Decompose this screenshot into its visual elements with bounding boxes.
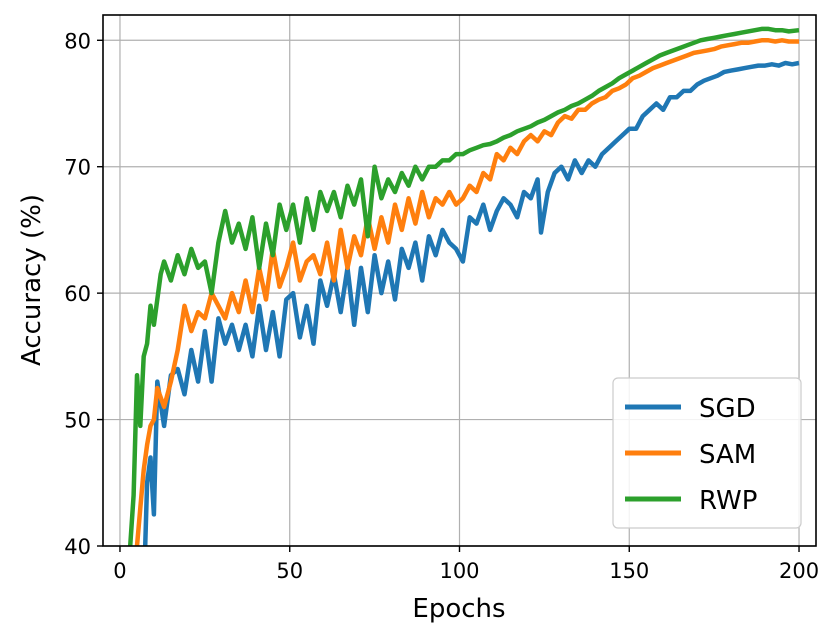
x-tick-label: 200 <box>779 559 819 583</box>
x-tick-label: 0 <box>113 559 126 583</box>
legend-label-sgd: SGD <box>699 394 756 424</box>
legend: SGD SAM RWP <box>612 377 802 529</box>
series-line-rwp <box>127 26 800 546</box>
y-axis: 40 50 60 70 80 <box>64 29 103 559</box>
y-tick-label: 40 <box>64 535 91 559</box>
y-tick-label: 50 <box>64 409 91 433</box>
y-tick-label: 70 <box>64 156 91 180</box>
x-axis-title: Epochs <box>412 594 505 624</box>
y-tick-label: 60 <box>64 282 91 306</box>
series-lines <box>127 26 800 546</box>
x-tick-label: 50 <box>276 559 303 583</box>
y-axis-title: Accuracy (%) <box>17 194 47 366</box>
x-tick-label: 150 <box>609 559 649 583</box>
legend-label-sam: SAM <box>699 440 756 470</box>
series-line-sam <box>134 38 799 546</box>
y-tick-label: 80 <box>64 29 91 53</box>
legend-box <box>612 377 802 529</box>
x-tick-label: 100 <box>439 559 479 583</box>
legend-label-rwp: RWP <box>699 486 757 516</box>
series-line-sgd <box>142 60 800 546</box>
x-axis: 0 50 100 150 200 <box>113 546 819 583</box>
